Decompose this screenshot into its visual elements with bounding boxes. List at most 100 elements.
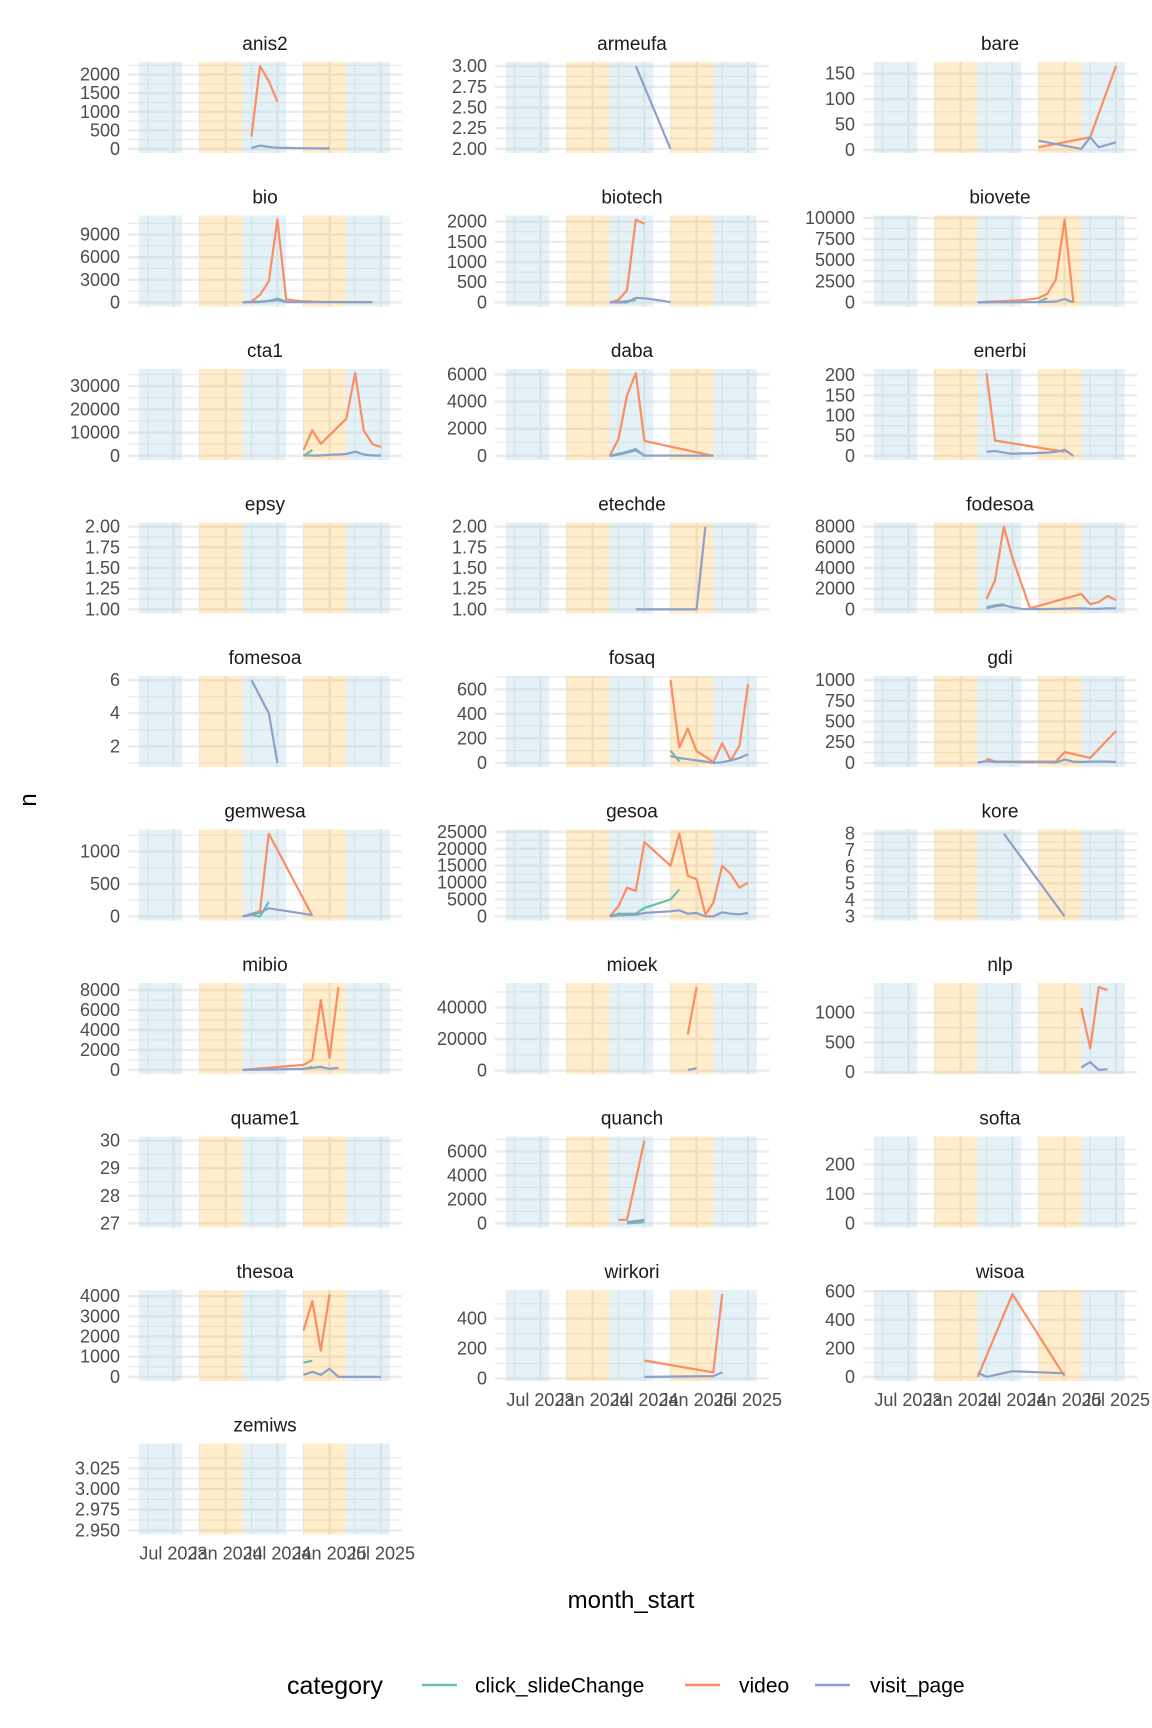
shaded-period — [1081, 829, 1125, 921]
y-tick-label: 500 — [825, 1032, 855, 1052]
shaded-period — [346, 1443, 390, 1535]
facet-panel-etechde: etechde 1.001.251.501.752.00 — [452, 495, 769, 619]
y-tick-label: 0 — [845, 599, 855, 619]
shaded-period — [1038, 829, 1082, 921]
shaded-period — [1038, 369, 1082, 460]
shaded-period — [242, 62, 287, 153]
y-tick-label: 2.25 — [452, 118, 487, 138]
y-tick-label: 9000 — [80, 225, 120, 245]
series-line-visit-page — [609, 909, 749, 918]
shaded-period — [199, 1290, 243, 1381]
shaded-period — [977, 215, 1022, 307]
facet-title: kore — [982, 802, 1019, 823]
shaded-period — [609, 522, 654, 614]
shaded-period — [609, 983, 654, 1074]
series-line-video — [608, 372, 714, 457]
legend-label-click-slidechange: click_slideChange — [475, 1675, 644, 1698]
shaded-period — [713, 62, 757, 153]
x-tick-label: Jul 2024 — [610, 1390, 678, 1410]
facet-title: quame1 — [231, 1109, 300, 1130]
shaded-period — [977, 829, 1022, 921]
y-tick-label: 0 — [845, 140, 855, 160]
shaded-period — [199, 676, 243, 767]
shaded-period — [670, 522, 714, 614]
shaded-period — [1081, 215, 1125, 307]
series-line-click-slideChange — [303, 1359, 313, 1364]
y-tick-label: 2000 — [447, 1189, 487, 1209]
y-tick-label: 0 — [845, 1062, 855, 1082]
series-line-video — [669, 679, 750, 764]
shaded-period — [505, 215, 550, 307]
x-tick-label: Jul 2025 — [1082, 1390, 1150, 1410]
shaded-period — [670, 215, 714, 307]
shaded-period — [670, 676, 714, 767]
y-tick-label: 250 — [825, 732, 855, 752]
y-tick-label: 0 — [477, 446, 487, 466]
y-tick-label: 200 — [457, 728, 487, 748]
series-line-visit-page — [986, 604, 1116, 611]
series-line-visit-page — [687, 1067, 697, 1071]
x-tick-label: Jul 2024 — [978, 1390, 1046, 1410]
shaded-period — [934, 215, 978, 307]
shaded-period — [138, 1290, 183, 1381]
shaded-period — [873, 215, 918, 307]
shaded-period — [977, 983, 1022, 1074]
x-tick-label: Jul 2025 — [714, 1390, 782, 1410]
facet-panel-epsy: epsy 1.001.251.501.752.00 — [85, 495, 402, 619]
y-tick-label: 1.50 — [452, 558, 487, 578]
y-tick-label: 2.50 — [452, 98, 487, 118]
shaded-period — [977, 522, 1022, 614]
y-tick-label: 500 — [90, 874, 120, 894]
shaded-period — [199, 215, 243, 307]
facet-panel-gemwesa: gemwesa 0 500 1000 — [80, 802, 402, 926]
x-tick-label: Jan 2024 — [189, 1544, 263, 1564]
y-tick-label: 0 — [845, 1367, 855, 1387]
shaded-period — [199, 1443, 243, 1535]
shaded-period — [138, 983, 183, 1074]
facet-panel-wisoa: wisoa 0 200 400 600 — [825, 1262, 1137, 1387]
series-line-visit-page — [635, 526, 707, 611]
shaded-period — [242, 676, 287, 767]
series-line-visit-page — [242, 907, 313, 918]
shaded-period — [346, 1290, 390, 1381]
series-line-video — [609, 218, 645, 304]
shaded-period — [138, 1443, 183, 1535]
y-tick-label: 0 — [110, 139, 120, 159]
facet-title: zemiws — [233, 1416, 296, 1437]
facet-panel-quanch: quanch 0 2000 4000 6000 — [447, 1109, 769, 1233]
shaded-period — [1038, 62, 1082, 153]
shaded-period — [566, 522, 610, 614]
y-tick-label: 400 — [457, 704, 487, 724]
facet-title: quanch — [601, 1109, 663, 1130]
facet-title: thesoa — [236, 1262, 293, 1283]
series-line-video — [1080, 986, 1108, 1050]
y-tick-label: 500 — [90, 120, 120, 140]
shaded-period — [303, 62, 347, 153]
y-tick-label: 1000 — [815, 670, 855, 690]
legend-label-video: video — [739, 1675, 789, 1698]
series-line-click-slideChange — [626, 1221, 645, 1225]
y-tick-label: 0 — [477, 1368, 487, 1388]
shaded-period — [346, 62, 390, 153]
y-tick-label: 5000 — [815, 250, 855, 270]
y-tick-label: 200 — [825, 1338, 855, 1358]
legend-title: category — [287, 1672, 383, 1700]
facet-title: epsy — [245, 495, 286, 516]
y-tick-label: 1.00 — [85, 599, 120, 619]
y-tick-label: 5 — [845, 873, 855, 893]
shaded-period — [1038, 1290, 1082, 1381]
y-tick-label: 1000 — [447, 252, 487, 272]
y-tick-label: 28 — [100, 1186, 120, 1206]
y-tick-label: 6000 — [80, 247, 120, 267]
shaded-period — [609, 676, 654, 767]
shaded-period — [977, 1290, 1022, 1381]
y-tick-label: 0 — [477, 1061, 487, 1081]
facet-title: armeufa — [597, 34, 667, 55]
facet-panel-bare: bare 0 50 100 150 — [825, 34, 1137, 160]
y-tick-label: 0 — [845, 1213, 855, 1233]
x-tick-label: Jan 2024 — [556, 1390, 630, 1410]
shaded-period — [242, 1136, 287, 1228]
facet-title: gdi — [987, 648, 1012, 669]
y-tick-label: 0 — [845, 446, 855, 466]
